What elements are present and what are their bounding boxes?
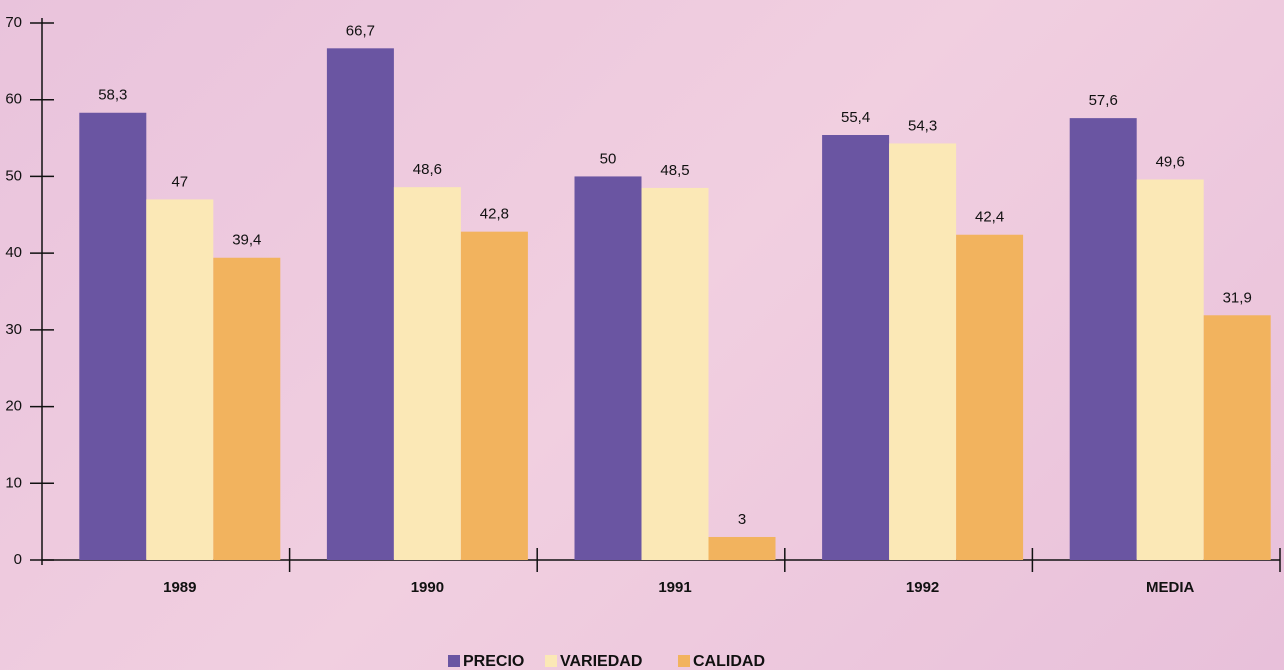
legend-swatch [448,655,460,667]
bar [708,536,776,560]
x-tick-label: 1991 [658,579,691,596]
value-label: 58,3 [98,87,127,104]
bar [822,135,890,560]
bar [889,143,957,561]
bar [146,199,214,560]
bar [1136,179,1204,561]
bar [641,187,709,560]
bar [1203,315,1271,560]
bar [213,257,281,560]
x-tick-label: 1989 [163,579,196,596]
x-tick-label: 1992 [906,579,939,596]
value-label: 49,6 [1156,153,1185,170]
y-tick-label: 30 [5,321,22,338]
value-label: 66,7 [346,22,375,39]
bar [574,176,642,560]
value-label: 50 [600,150,617,167]
value-label: 57,6 [1089,92,1118,109]
legend-label: PRECIO [463,653,524,670]
value-label: 48,5 [660,162,689,179]
value-label: 55,4 [841,109,870,126]
bar [393,187,461,560]
value-label: 39,4 [232,232,261,249]
value-label: 31,9 [1223,289,1252,306]
value-label: 42,8 [480,206,509,223]
value-label: 48,6 [413,161,442,178]
x-tick-label: MEDIA [1146,579,1195,596]
legend-swatch [678,655,690,667]
value-label: 54,3 [908,117,937,134]
bar [79,112,147,561]
bar [460,231,528,561]
bar [956,234,1024,560]
y-tick-label: 10 [5,474,22,491]
x-tick-label: 1990 [411,579,444,596]
bar [326,48,394,561]
y-tick-label: 50 [5,167,22,184]
y-tick-label: 70 [5,14,22,31]
y-tick-label: 0 [14,551,22,568]
y-tick-label: 40 [5,244,22,261]
legend-label: CALIDAD [693,653,765,670]
value-label: 47 [171,173,188,190]
y-tick-label: 20 [5,398,22,415]
value-label: 42,4 [975,209,1004,226]
legend-label: VARIEDAD [560,653,642,670]
legend-swatch [545,655,557,667]
y-tick-label: 60 [5,91,22,108]
bar [1069,118,1137,560]
value-label: 3 [738,511,746,528]
